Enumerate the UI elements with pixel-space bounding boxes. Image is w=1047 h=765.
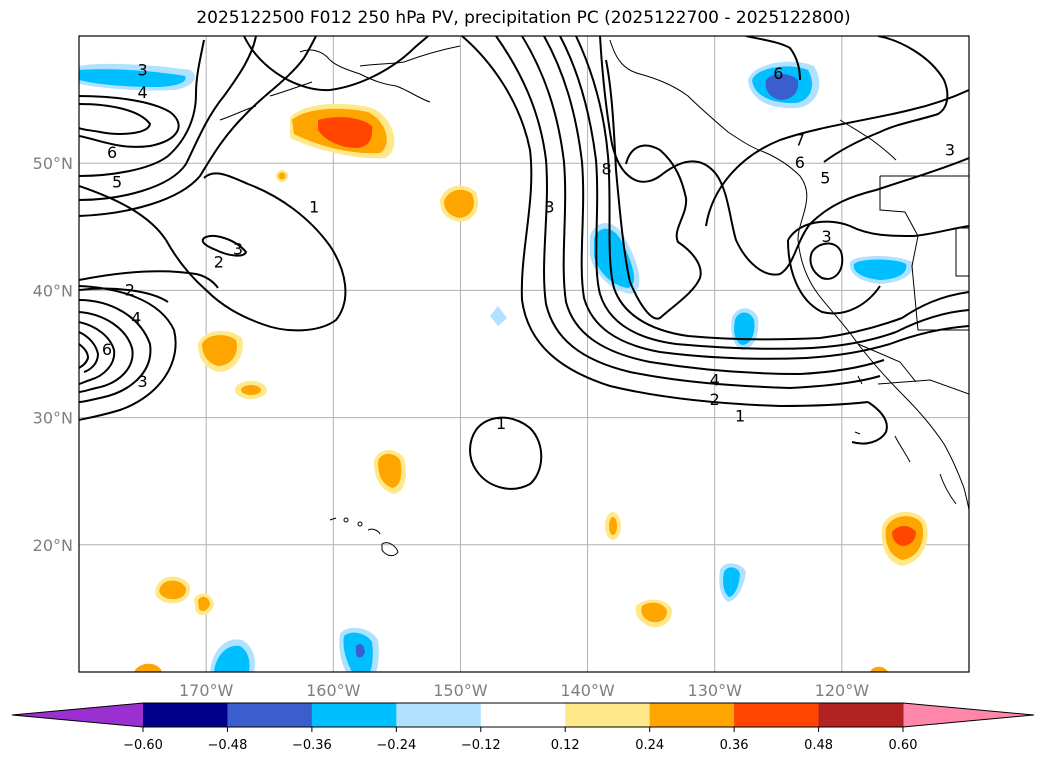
colorbar-segment — [649, 703, 735, 727]
colorbar-tick-label: −0.60 — [123, 738, 163, 753]
contour-label: 2 — [125, 280, 135, 299]
colorbar-tick-label: −0.36 — [292, 738, 332, 753]
precip-area-positive — [641, 602, 667, 623]
contour-label: 1 — [735, 406, 745, 425]
graticule — [79, 36, 969, 672]
map-frame — [78, 35, 970, 673]
precip-area-positive — [892, 526, 916, 546]
lat-tick-label: 20°N — [33, 536, 73, 555]
contour-label: 5 — [112, 172, 122, 191]
lon-tick-label: 140°W — [560, 681, 615, 700]
precip-area-positive — [159, 580, 187, 600]
colorbar-segment — [143, 703, 228, 727]
precip-area-negative — [853, 259, 907, 280]
colorbar-tick-label: 0.36 — [720, 738, 749, 753]
pv-contours — [79, 36, 969, 490]
latitude-labels: 20°N 30°N 40°N 50°N — [33, 154, 73, 555]
colorbar-segment — [818, 703, 904, 727]
precip-area-positive — [444, 189, 474, 218]
colorbar-segment — [396, 703, 482, 727]
contour-label: 1 — [496, 414, 506, 433]
precipitation-fields — [79, 61, 928, 672]
colorbar: −0.60 −0.48 −0.36 −0.24 −0.12 0.12 0.24 0.36 0.4… — [11, 702, 1035, 753]
contour-label: 6 — [795, 153, 805, 172]
precip-area-positive — [202, 335, 238, 366]
precip-area-positive — [134, 663, 162, 672]
colorbar-tick-label: −0.24 — [376, 738, 416, 753]
lon-tick-label: 170°W — [179, 681, 234, 700]
lat-tick-label: 40°N — [33, 281, 73, 300]
colorbar-segment — [565, 703, 651, 727]
precip-area-negative — [79, 69, 186, 87]
lat-tick-label: 50°N — [33, 154, 73, 173]
contour-label: 5 — [820, 168, 830, 187]
contour-label: 6 — [102, 340, 112, 359]
precip-area-negative — [734, 312, 755, 345]
contour-label: 6 — [773, 64, 783, 83]
map-title: 2025122500 F012 250 hPa PV, precipitatio… — [196, 8, 851, 28]
contour-label: 3 — [945, 140, 955, 159]
contour-label: 4 — [131, 308, 141, 327]
colorbar-extend-min — [12, 703, 143, 727]
colorbar-tick-label: 0.24 — [635, 738, 664, 753]
contour-label: 2 — [214, 252, 224, 271]
colorbar-tick-label: 0.12 — [551, 738, 580, 753]
contour-label: 3 — [544, 198, 554, 217]
contour-label: 7 — [795, 130, 805, 149]
contour-label: 4 — [137, 83, 147, 102]
colorbar-tick-label: −0.12 — [461, 738, 501, 753]
colorbar-tick-label: 0.48 — [804, 738, 833, 753]
contour-label: 1 — [309, 198, 319, 217]
precip-area-positive — [241, 385, 261, 395]
lon-tick-label: 120°W — [815, 681, 870, 700]
contour-label: 3 — [233, 240, 243, 259]
precip-area-negative — [490, 306, 507, 326]
precip-area-negative — [594, 228, 635, 288]
contour-label: 3 — [137, 60, 147, 79]
lon-tick-label: 130°W — [688, 681, 743, 700]
contour-label: 4 — [710, 371, 720, 390]
colorbar-segment — [311, 703, 397, 727]
precip-area-positive — [278, 172, 286, 180]
contour-label: 2 — [710, 390, 720, 409]
precip-area-positive — [609, 517, 617, 535]
colorbar-tick-label: 0.60 — [889, 738, 918, 753]
precip-area-positive — [318, 117, 373, 148]
contour-label: 3 — [137, 372, 147, 391]
contour-label: 6 — [107, 143, 117, 162]
lat-tick-label: 30°N — [33, 409, 73, 428]
lon-tick-label: 160°W — [306, 681, 361, 700]
precip-area-positive — [198, 596, 210, 612]
colorbar-extend-max — [903, 703, 1034, 727]
precip-area-negative — [723, 567, 740, 597]
colorbar-segment — [227, 703, 313, 727]
colorbar-segment — [734, 703, 820, 727]
precip-area-negative — [356, 644, 365, 658]
precip-area-negative — [765, 74, 799, 100]
precip-area-positive — [378, 453, 402, 488]
lon-tick-label: 150°W — [433, 681, 488, 700]
longitude-labels: 170°W 160°W 150°W 140°W 130°W 120°W — [179, 681, 869, 700]
contour-label: 3 — [822, 227, 832, 246]
precip-area-positive — [870, 666, 888, 672]
colorbar-segment — [480, 703, 566, 727]
contour-label: 8 — [602, 160, 612, 179]
precip-area-negative — [214, 645, 250, 672]
colorbar-tick-label: −0.48 — [208, 738, 248, 753]
